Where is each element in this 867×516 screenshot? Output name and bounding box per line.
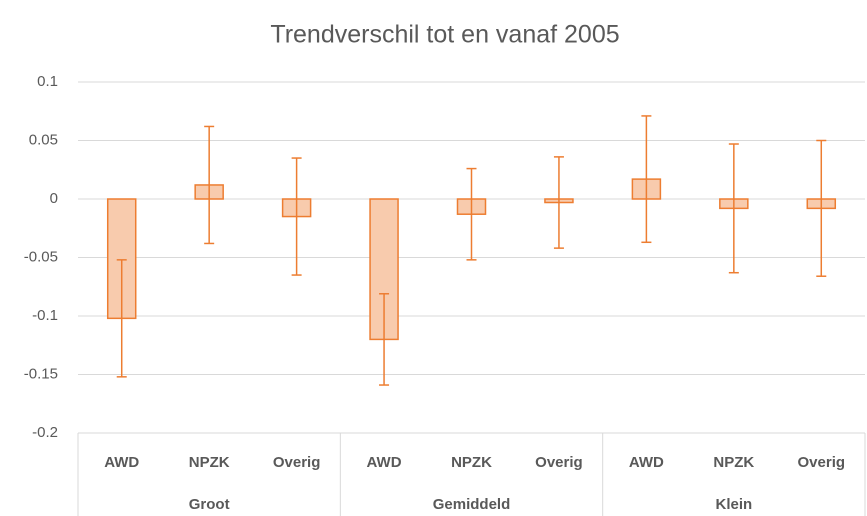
x-tick-label: NPZK [189, 454, 230, 471]
y-tick-label: -0.05 [24, 248, 58, 265]
y-tick-label: -0.2 [32, 424, 58, 441]
y-tick-label: 0 [50, 190, 58, 207]
group-label: Gemiddeld [433, 496, 511, 513]
x-tick-label: NPZK [713, 454, 754, 471]
x-tick-label: AWD [629, 454, 664, 471]
group-label: Klein [715, 496, 752, 513]
chart-title: Trendverschil tot en vanaf 2005 [270, 21, 619, 49]
x-tick-label: Overig [273, 454, 321, 471]
x-tick-label: AWD [104, 454, 139, 471]
x-tick-label: Overig [798, 454, 846, 471]
y-tick-label: -0.15 [24, 365, 58, 382]
group-label: Groot [189, 496, 230, 513]
y-tick-label: 0.1 [37, 73, 58, 90]
y-tick-label: 0.05 [29, 131, 58, 148]
x-tick-label: AWD [367, 454, 402, 471]
x-tick-label: NPZK [451, 454, 492, 471]
x-tick-label: Overig [535, 454, 583, 471]
y-tick-label: -0.1 [32, 307, 58, 324]
